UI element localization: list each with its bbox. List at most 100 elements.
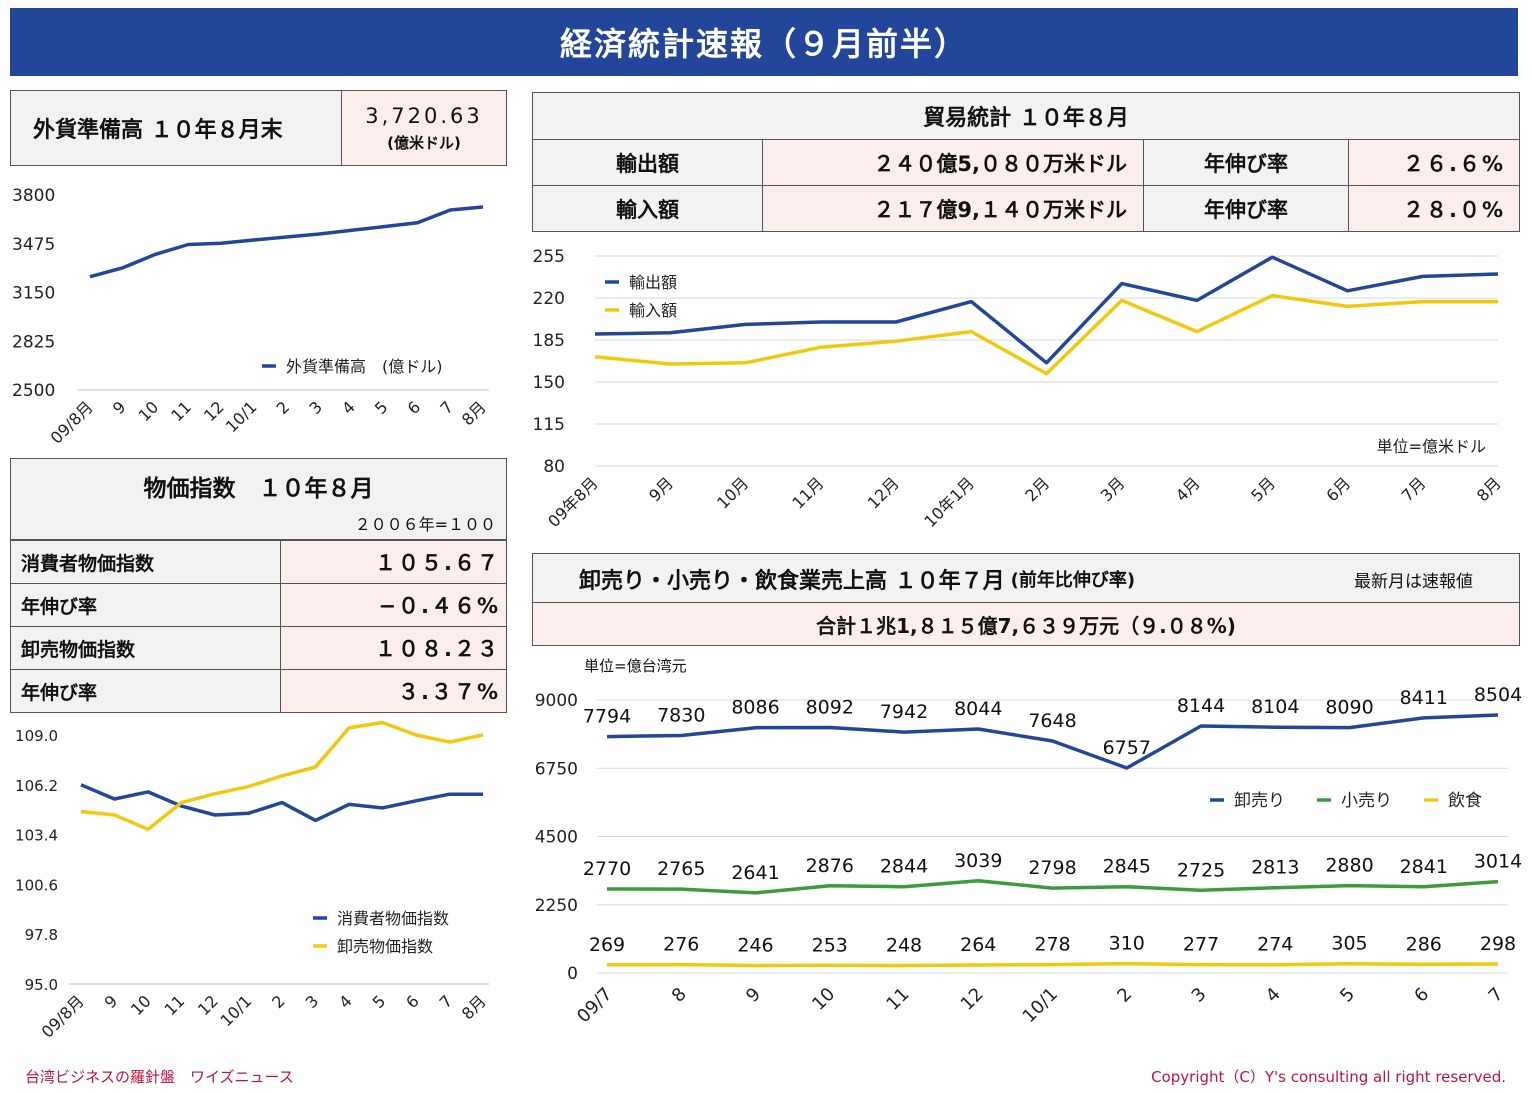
x-tick-label: 11 [160,991,188,1019]
x-tick-label: 9 [742,984,765,1007]
y-tick-label: 103.4 [15,827,58,845]
data-label: 7830 [657,704,705,726]
series-line [80,783,483,823]
sales-total: 合計１兆1,８１５億7,６３９万元（９.０８%) [532,602,1520,646]
y-tick-label: 4500 [535,828,578,848]
data-label: 274 [1257,934,1293,956]
data-label: 8104 [1251,696,1299,718]
data-label: 2841 [1400,856,1448,878]
y-tick-label: 255 [533,247,565,267]
x-tick-label: 2 [1113,984,1136,1007]
footer-right: Copyright（C）Y's consulting all right res… [1151,1068,1506,1086]
trade-row-value: ２４０億5,０８０万米ドル [762,139,1144,186]
prices-row-label: 卸売物価指数 [10,626,281,670]
y-tick-label: 100.6 [15,876,58,894]
y-tick-label: 80 [543,457,565,477]
legend-label: 飲食 [1448,791,1482,811]
y-tick-label: 220 [533,289,565,309]
x-tick-label: 10/1 [1019,984,1062,1027]
data-label: 2845 [1103,856,1151,878]
sales-title: 卸売り・小売り・飲食業売上高 １０年７月 [579,569,1005,594]
x-tick-label: 5月 [1247,473,1279,505]
legend-label: 消費者物価指数 [337,909,449,928]
x-tick-label: 5 [371,397,392,418]
x-tick-label: 2月 [1021,473,1053,505]
y-tick-label: 0 [567,964,578,984]
x-tick-label: 10 [134,397,162,425]
data-label: 310 [1109,933,1145,955]
x-tick-label: 10/1 [222,397,261,436]
legend-label: 外貨準備高 (億ドル) [286,357,443,376]
x-tick-label: 4 [338,397,359,418]
data-label: 2876 [806,855,854,877]
legend-label: 小売り [1341,791,1392,811]
reserves-value-box: 3,720.63 (億米ドル) [341,90,507,166]
data-label: 2770 [583,858,631,880]
y-tick-label: 9000 [535,691,578,711]
x-tick-label: 4 [335,991,356,1012]
trade-title: 貿易統計 １０年８月 [532,92,1520,140]
data-label: 7794 [583,706,631,728]
x-tick-label: 09年8月 [544,473,602,531]
x-tick-label: 09/8月 [38,991,88,1041]
series-line [606,713,1499,770]
data-label: 7942 [880,701,928,723]
data-label: 2798 [1028,857,1076,879]
prices-row-value: １０８.２３ [280,626,507,670]
x-tick-label: 7月 [1398,473,1430,505]
reserves-unit: (億米ドル) [387,133,461,152]
sales-note: 最新月は速報値 [1354,571,1473,592]
data-label: 264 [960,934,996,956]
data-label: 286 [1406,933,1442,955]
x-tick-label: 12 [957,984,988,1015]
footer-left: 台湾ビジネスの羅針盤 ワイズニュース [25,1068,294,1086]
y-tick-label: 3150 [12,284,55,304]
trade-row-growth-label: 年伸び率 [1143,185,1349,232]
series-line [594,293,1498,376]
prices-row-value: −０.４６% [280,583,507,627]
data-label: 8144 [1177,695,1225,717]
unit-label: 単位=億米ドル [1377,437,1486,456]
x-tick-label: 10年1月 [920,473,978,531]
y-tick-label: 106.2 [15,777,58,795]
data-label: 248 [886,934,922,956]
data-label: 2765 [657,858,705,880]
legend-label: 卸売物価指数 [337,937,433,956]
x-tick-label: 2 [268,991,289,1012]
x-tick-label: 6 [1410,984,1433,1007]
data-label: 2725 [1177,859,1225,881]
x-tick-label: 10月 [713,473,752,512]
reserves-value: 3,720.63 [365,103,483,128]
x-tick-label: 8 [668,984,691,1007]
x-tick-label: 3月 [1097,473,1129,505]
series-line [89,205,484,279]
data-label: 277 [1183,934,1219,956]
legend-label: 輸出額 [629,273,677,292]
x-tick-label: 09/7 [573,984,616,1027]
x-tick-label: 3 [1188,984,1211,1007]
prices-row-label: 年伸び率 [10,583,281,627]
x-tick-label: 4月 [1172,473,1204,505]
x-tick-label: 9 [101,991,122,1012]
data-label: 253 [812,934,848,956]
x-tick-label: 8月 [458,397,490,429]
y-tick-label: 3800 [12,186,55,206]
series-line [606,961,1499,968]
x-tick-label: 11月 [788,473,827,512]
sales-header: 卸売り・小売り・飲食業売上高 １０年７月 (前年比伸び率) 最新月は速報値 [532,553,1520,605]
data-label: 8411 [1400,687,1448,709]
y-tick-label: 2500 [12,381,55,401]
data-label: 246 [737,935,773,957]
y-tick-label: 150 [533,373,565,393]
x-tick-label: 10 [127,991,155,1019]
data-label: 2844 [880,856,928,878]
series-line [80,720,484,832]
data-label: 298 [1480,933,1516,955]
data-label: 8086 [731,697,779,719]
data-label: 2641 [731,862,779,884]
x-tick-label: 6 [402,991,423,1012]
data-label: 2813 [1251,857,1299,879]
